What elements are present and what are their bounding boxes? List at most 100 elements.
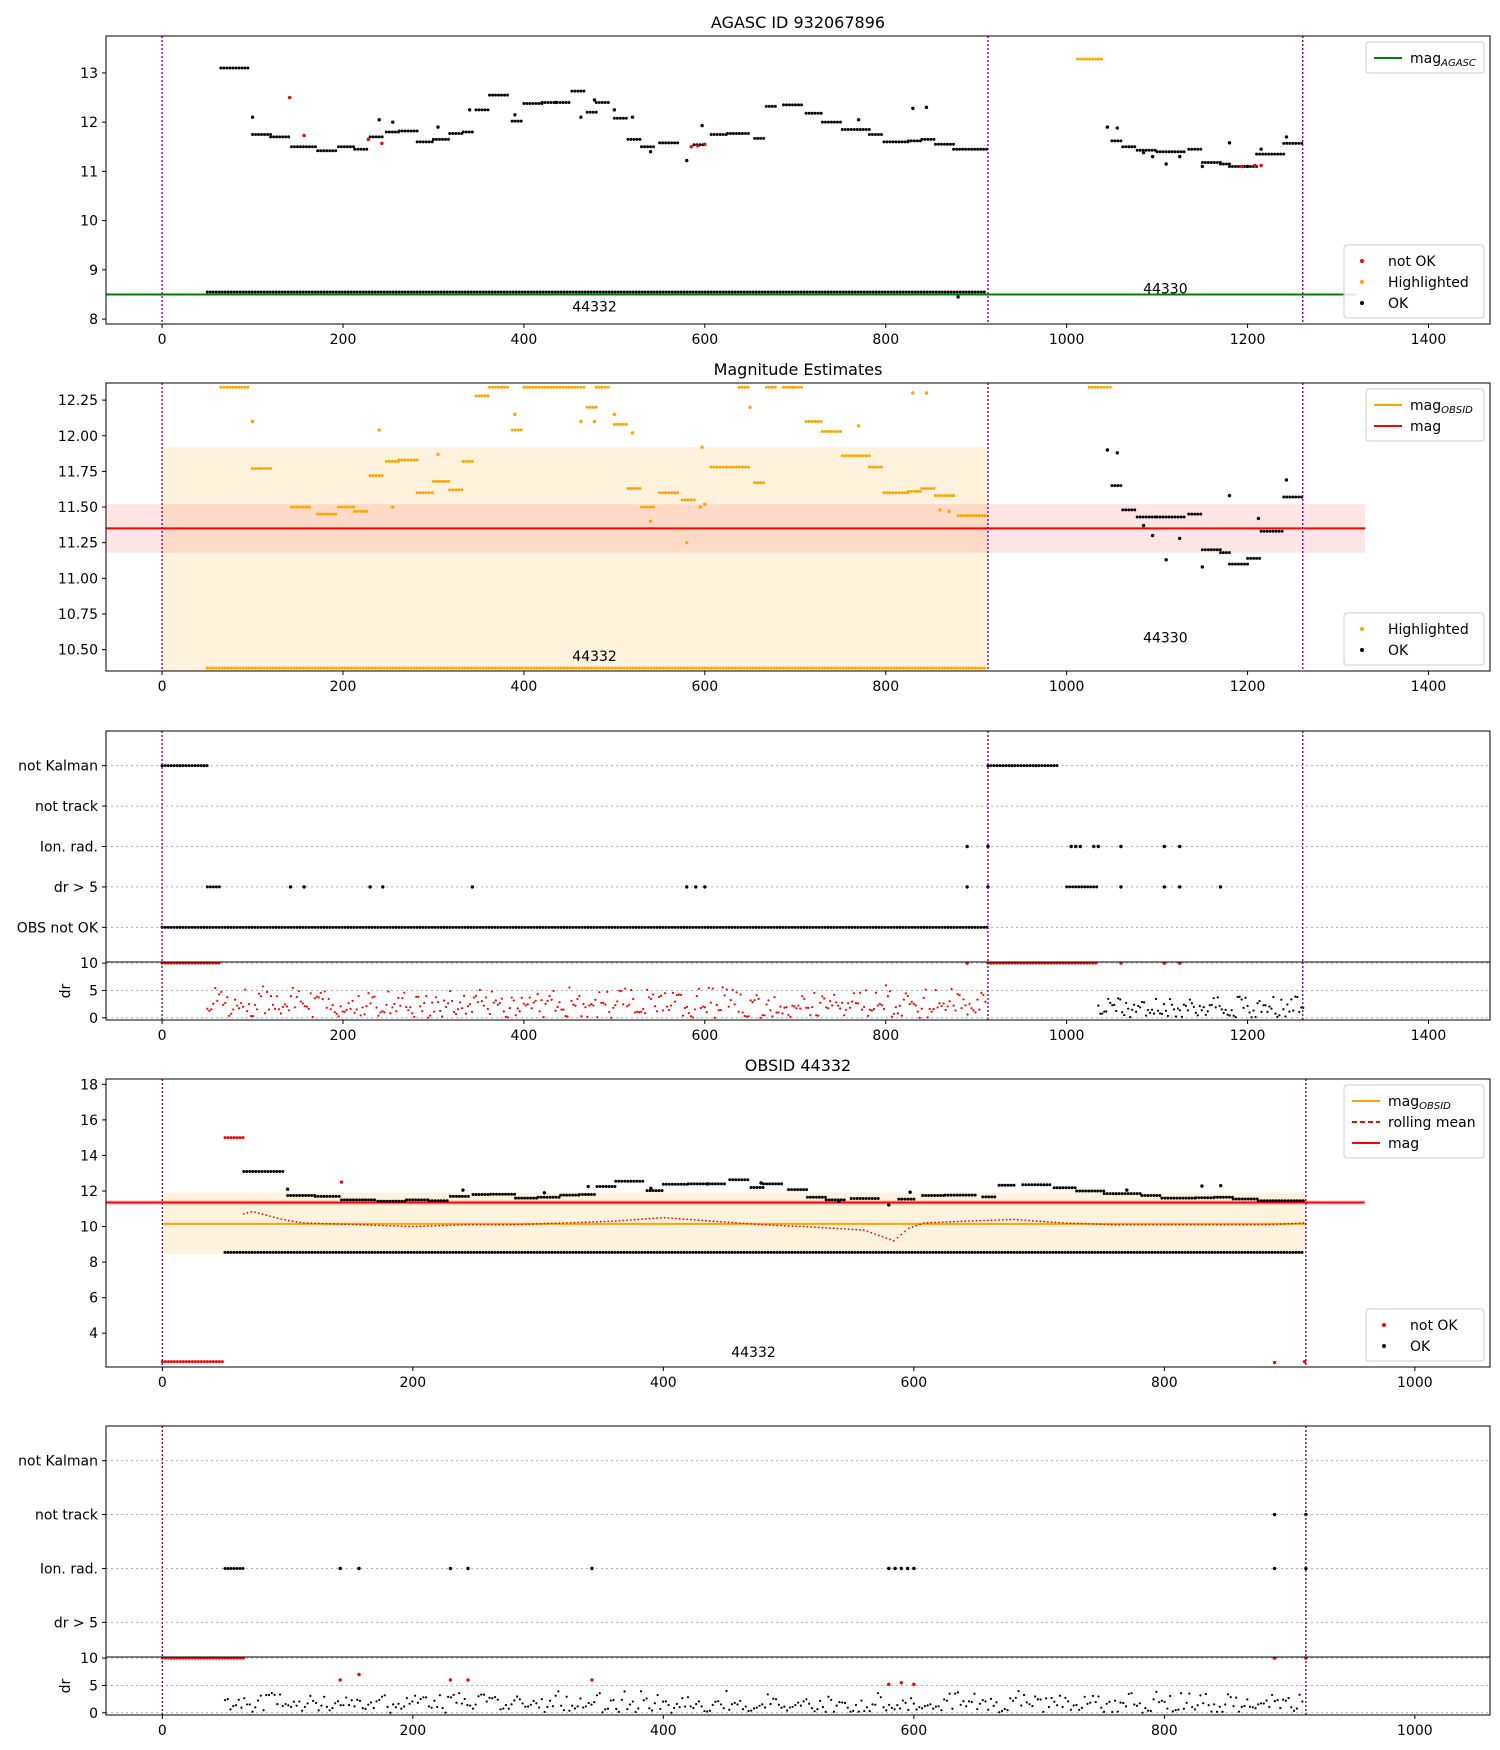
rolling-mean-point bbox=[742, 1222, 745, 1225]
rolling-mean-point bbox=[614, 1220, 617, 1222]
data-point bbox=[208, 1360, 212, 1364]
obsid-annotation: 44330 bbox=[1143, 630, 1188, 646]
data-point bbox=[874, 1250, 878, 1254]
x-tick-label: 400 bbox=[511, 679, 538, 695]
dr-point bbox=[817, 1014, 820, 1017]
dr-point bbox=[319, 991, 322, 994]
data-point bbox=[976, 290, 980, 294]
data-point bbox=[832, 120, 836, 124]
dr-point bbox=[799, 1704, 802, 1707]
data-point bbox=[1141, 148, 1145, 152]
data-point bbox=[377, 135, 381, 139]
data-point bbox=[472, 666, 476, 670]
data-point bbox=[445, 666, 449, 670]
data-point bbox=[784, 1250, 788, 1254]
data-point bbox=[595, 1185, 599, 1189]
data-point bbox=[940, 1250, 944, 1254]
data-point bbox=[588, 110, 592, 114]
data-point bbox=[967, 290, 971, 294]
dr-point bbox=[1242, 1006, 1245, 1009]
dr-point bbox=[1244, 996, 1247, 999]
dr-point bbox=[255, 1008, 259, 1011]
dr-point bbox=[829, 999, 832, 1003]
dr-point bbox=[590, 1703, 593, 1706]
dr-point bbox=[906, 994, 909, 998]
data-point bbox=[302, 885, 306, 889]
data-point bbox=[1025, 764, 1029, 768]
data-point bbox=[1163, 1196, 1167, 1200]
data-point bbox=[883, 290, 887, 294]
data-point bbox=[445, 1250, 449, 1254]
dr-point bbox=[259, 994, 263, 998]
data-point bbox=[1007, 764, 1011, 768]
dr-point bbox=[1240, 1705, 1243, 1708]
data-point bbox=[631, 925, 635, 929]
dr-point bbox=[1273, 1700, 1276, 1703]
data-point bbox=[934, 925, 938, 929]
dr-point bbox=[253, 1003, 257, 1007]
dr-point bbox=[952, 1004, 955, 1007]
dr-point bbox=[626, 1005, 629, 1008]
data-point bbox=[688, 290, 692, 294]
data-point bbox=[1040, 764, 1044, 768]
obsid-annotation: 44332 bbox=[731, 1345, 776, 1361]
data-point bbox=[858, 454, 862, 458]
dr-point bbox=[1129, 1016, 1132, 1019]
dr-point bbox=[874, 991, 878, 994]
data-point bbox=[505, 290, 509, 294]
data-point bbox=[912, 139, 916, 143]
dr-point bbox=[289, 995, 292, 998]
dr-point bbox=[727, 1005, 730, 1008]
data-point bbox=[248, 1169, 252, 1173]
dr-point bbox=[1131, 1008, 1134, 1011]
data-point bbox=[597, 385, 601, 389]
data-point bbox=[1221, 551, 1225, 555]
data-point bbox=[439, 1250, 443, 1254]
dr-point bbox=[1257, 1703, 1260, 1706]
data-point bbox=[1070, 962, 1074, 965]
dr-point bbox=[1174, 1709, 1177, 1712]
data-point bbox=[946, 925, 950, 929]
data-point bbox=[1030, 1183, 1034, 1187]
data-point bbox=[725, 465, 729, 469]
dr-point bbox=[218, 993, 221, 996]
obsid-annotation: 44330 bbox=[1143, 281, 1188, 297]
data-point bbox=[894, 140, 898, 144]
dr-point bbox=[852, 992, 856, 995]
dr-point bbox=[1138, 1702, 1141, 1705]
dr-point bbox=[491, 1697, 494, 1700]
data-point bbox=[700, 666, 704, 670]
data-point bbox=[1196, 512, 1200, 516]
data-point bbox=[594, 385, 598, 389]
dr-point bbox=[1178, 1009, 1182, 1012]
data-point bbox=[936, 142, 940, 146]
data-point bbox=[328, 1194, 332, 1198]
data-point bbox=[358, 666, 362, 670]
data-point bbox=[600, 385, 604, 389]
dr-point bbox=[1251, 1706, 1254, 1709]
dr-point bbox=[761, 1703, 764, 1706]
dr-point bbox=[380, 1695, 384, 1698]
data-point bbox=[736, 666, 740, 670]
dr-point bbox=[1266, 1010, 1269, 1013]
data-point bbox=[949, 925, 953, 929]
dr-point bbox=[582, 1002, 585, 1006]
data-point bbox=[1114, 1250, 1118, 1254]
data-point bbox=[1167, 150, 1171, 154]
data-point bbox=[1276, 152, 1280, 156]
x-tick-label: 1200 bbox=[1230, 332, 1266, 348]
data-point bbox=[616, 1250, 620, 1254]
rolling-mean-point bbox=[851, 1228, 854, 1231]
rolling-mean-point bbox=[889, 1238, 891, 1241]
dr-point bbox=[1226, 1013, 1229, 1016]
dr-point bbox=[876, 1004, 880, 1007]
data-point bbox=[557, 1195, 561, 1199]
data-point bbox=[855, 128, 859, 132]
data-point bbox=[887, 1203, 891, 1207]
dr-point bbox=[295, 995, 298, 999]
data-point bbox=[1108, 1192, 1112, 1196]
y-tick-label: 18 bbox=[80, 1077, 98, 1093]
data-point bbox=[958, 147, 962, 151]
dr-point bbox=[1086, 1702, 1089, 1705]
